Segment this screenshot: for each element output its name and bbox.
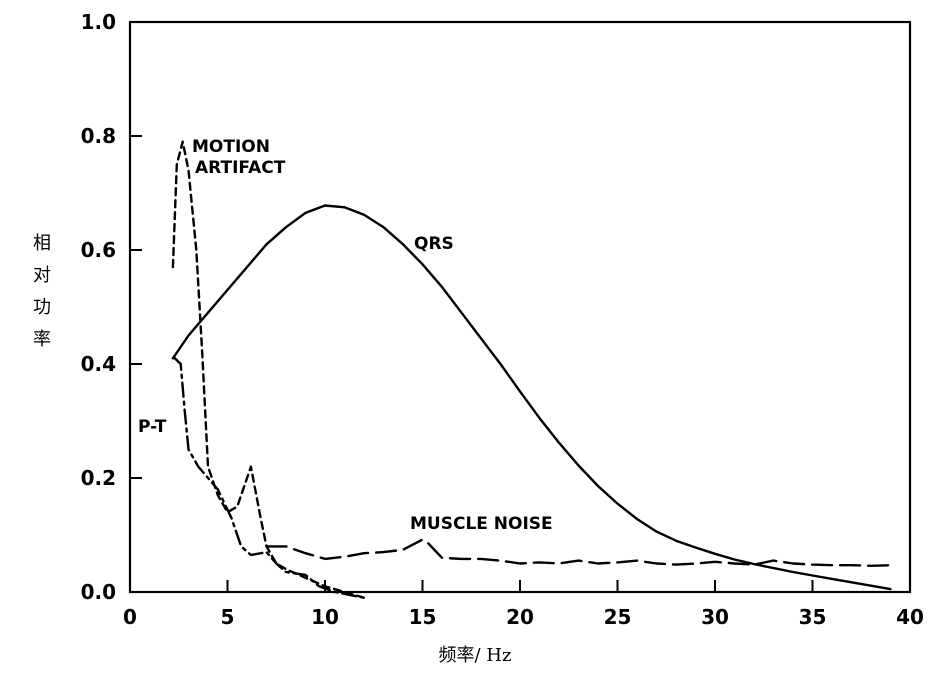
series-line-muscle-noise [265,538,892,567]
x-tick-label: 40 [896,605,924,629]
y-tick-label: 0.6 [81,238,116,262]
annotation-motion-line2: ARTIFACT [195,158,286,178]
plot-frame [128,20,912,594]
y-tick-label: 0.4 [81,352,116,376]
annotation-motion-line1: MOTION [192,137,270,157]
x-tick-label: 25 [604,605,632,629]
y-axis-label-char: 率 [33,329,51,350]
y-tick-label: 0.0 [81,580,116,604]
annotation-qrs: QRS [414,234,454,254]
y-axis-label-char: 对 [33,265,51,286]
y-tick-label: 1.0 [81,10,116,34]
x-tick-label: 30 [701,605,729,629]
annotation-pt: P-T [138,417,167,437]
curves [171,140,892,599]
y-tick-label: 0.2 [81,466,116,490]
x-tick-label: 5 [221,605,235,629]
y-ticks: 0.0 0.2 0.4 0.6 0.8 1.0 [81,10,142,604]
annotation-muscle-noise: MUSCLE NOISE [410,514,553,534]
x-tick-label: 10 [311,605,339,629]
x-axis-label: 频率/ Hz [439,645,512,666]
x-tick-label: 35 [799,605,827,629]
y-axis-label-char: 功 [33,297,51,318]
series-line-qrs [171,204,892,591]
y-axis-label-char: 相 [33,233,51,254]
x-tick-label: 20 [506,605,534,629]
x-tick-label: 0 [123,605,137,629]
series-line-p-t [173,357,366,599]
series-line-motion-artifact [171,140,366,599]
x-ticks: 0 5 10 15 20 25 30 35 40 [123,580,924,629]
x-tick-label: 15 [409,605,437,629]
y-tick-label: 0.8 [81,124,116,148]
